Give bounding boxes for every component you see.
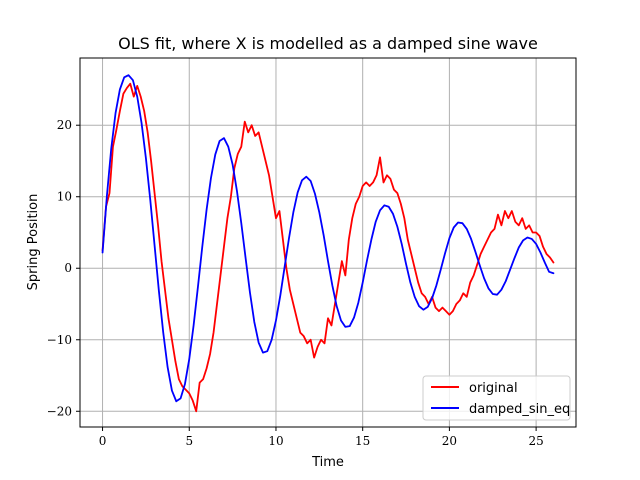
legend-label-damped-sin-eq: damped_sin_eq — [469, 402, 570, 417]
y-tick-label: −10 — [47, 333, 72, 347]
series-line-damped-sin-eq — [101, 74, 555, 403]
grid-lines — [80, 58, 576, 427]
y-axis-label: Spring Position — [26, 194, 41, 291]
chart-title: OLS fit, where X is modelled as a damped… — [118, 34, 538, 53]
x-tick-label: 25 — [528, 434, 543, 448]
axis-ticks: 0 5 10 15 20 25 −20 −10 0 10 20 — [47, 118, 544, 448]
y-tick-label: −20 — [47, 404, 72, 418]
x-tick-label: 20 — [442, 434, 457, 448]
series-lines — [101, 74, 555, 413]
y-tick-label: 0 — [64, 261, 72, 275]
plot-frame — [79, 57, 577, 428]
x-tick-label: 5 — [185, 434, 193, 448]
y-tick-label: 20 — [57, 118, 72, 132]
legend-label-original: original — [469, 381, 518, 396]
series-line-original — [101, 82, 555, 413]
y-tick-label: 10 — [57, 190, 72, 204]
legend: original damped_sin_eq — [422, 375, 571, 421]
x-tick-label: 15 — [355, 434, 370, 448]
x-tick-label: 10 — [268, 434, 283, 448]
x-axis-label: Time — [311, 455, 344, 470]
legend-box — [422, 375, 571, 421]
x-tick-label: 0 — [99, 434, 107, 448]
